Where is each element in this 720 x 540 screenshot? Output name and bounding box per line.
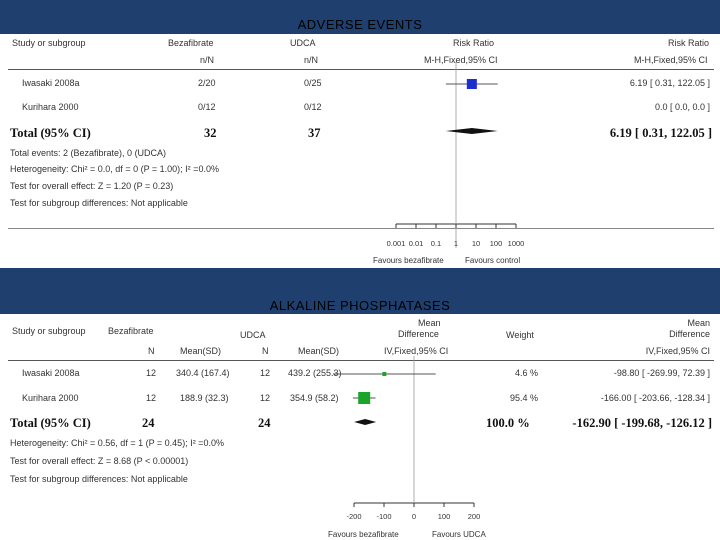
ae-row-study: Iwasaki 2008a xyxy=(22,78,80,88)
ae-header-group2: UDCA xyxy=(290,38,316,48)
alp-axis-tick-label: -200 xyxy=(346,512,361,521)
ae-header-method: M-H,Fixed,95% CI xyxy=(424,55,498,65)
ae-axis-tick-label: 0.001 xyxy=(387,239,406,248)
ae-header-effect: Risk Ratio xyxy=(453,38,495,48)
alp-row-m2: 354.9 (58.2) xyxy=(290,393,339,403)
alp-row-study: Iwasaki 2008a xyxy=(22,368,80,378)
ae-row-g2: 0/12 xyxy=(304,102,322,112)
ae-axis-tick-label: 0.1 xyxy=(431,239,441,248)
alp-note: Test for overall effect: Z = 8.68 (P < 0… xyxy=(10,456,189,466)
alp-header-mean2: Mean(SD) xyxy=(298,346,340,356)
ae-header-effect-right: Risk Ratio xyxy=(668,38,710,48)
alp-row-ci: -98.80 [ -269.99, 72.39 ] xyxy=(613,368,710,378)
alp-header-rule xyxy=(8,360,714,361)
alp-axis-tick-label: 200 xyxy=(468,512,481,521)
ae-row-ci: 6.19 [ 0.31, 122.05 ] xyxy=(629,78,710,88)
alp-header-mdr2: Difference xyxy=(669,329,710,339)
alp-header-weight: Weight xyxy=(506,330,534,340)
alp-favours-left: Favours bezafibrate xyxy=(328,530,399,539)
adverse-events-panel xyxy=(0,34,720,268)
alp-total-ci: -162.90 [ -199.68, -126.12 ] xyxy=(572,416,712,430)
alp-header-study: Study or subgroup xyxy=(12,326,86,336)
alp-total-label: Total (95% CI) xyxy=(10,416,91,430)
alp-axis-tick-label: 100 xyxy=(438,512,451,521)
alp-total-n1: 24 xyxy=(142,416,155,430)
ae-header-g2-sub: n/N xyxy=(304,55,319,65)
alp-row-study: Kurihara 2000 xyxy=(22,393,79,403)
ae-row-g2: 0/25 xyxy=(304,78,322,88)
alp-row-ci: -166.00 [ -203.66, -128.34 ] xyxy=(600,393,710,403)
alp-row-m1: 188.9 (32.3) xyxy=(180,393,229,403)
alp-header-md2: Difference xyxy=(398,329,439,339)
ae-header-group1: Bezafibrate xyxy=(168,38,214,48)
alp-total-diamond xyxy=(354,419,377,425)
alp-axis-tick-label: 0 xyxy=(412,512,416,521)
alp-header-md1: Mean xyxy=(418,318,441,328)
alp-row-weight: 95.4 % xyxy=(509,393,538,403)
ae-total-ci: 6.19 [ 0.31, 122.05 ] xyxy=(609,126,712,140)
alp-row-n2: 12 xyxy=(260,393,271,403)
ae-axis-tick-label: 1000 xyxy=(508,239,525,248)
ae-note: Heterogeneity: Chi² = 0.0, df = 0 (P = 1… xyxy=(10,164,219,174)
alp-header-md3: IV,Fixed,95% CI xyxy=(384,346,449,356)
bottom-banner xyxy=(0,268,720,318)
alp-row-m1: 340.4 (167.4) xyxy=(176,368,230,378)
ae-row-g1: 2/20 xyxy=(198,78,216,88)
ae-row-ci: 0.0 [ 0.0, 0.0 ] xyxy=(654,102,710,112)
alp-header-n1: N xyxy=(148,346,155,356)
alp-header-group1: Bezafibrate xyxy=(108,326,154,336)
alp-favours-right: Favours UDCA xyxy=(432,530,486,539)
adverse-events-title: ADVERSE EVENTS xyxy=(297,17,423,32)
ae-total-label: Total (95% CI) xyxy=(10,126,91,140)
ae-note: Total events: 2 (Bezafibrate), 0 (UDCA) xyxy=(10,148,167,158)
alp-header-mdr1: Mean xyxy=(687,318,710,328)
ae-total-g2: 37 xyxy=(308,126,321,140)
ae-note: Test for overall effect: Z = 1.20 (P = 0… xyxy=(10,181,174,191)
ae-total-g1: 32 xyxy=(204,126,217,140)
ae-header-g1-sub: n/N xyxy=(200,55,215,65)
ae-header-method-right: M-H,Fixed,95% CI xyxy=(634,55,708,65)
ae-note: Test for subgroup differences: Not appli… xyxy=(10,198,188,208)
ae-axis-tick-label: 1 xyxy=(454,239,458,248)
ae-axis-tick-label: 10 xyxy=(472,239,480,248)
ae-favours-right: Favours control xyxy=(465,256,521,265)
ae-axis-tick-label: 0.01 xyxy=(409,239,424,248)
alp-row-n1: 12 xyxy=(146,368,157,378)
alp-row-n2: 12 xyxy=(260,368,271,378)
alp-study-box xyxy=(358,392,371,404)
alkaline-panel xyxy=(0,314,720,540)
ae-row-g1: 0/12 xyxy=(198,102,216,112)
ae-study-box xyxy=(466,79,477,89)
alp-note: Test for subgroup differences: Not appli… xyxy=(10,474,188,484)
alp-total-n2: 24 xyxy=(258,416,271,430)
ae-row-study: Kurihara 2000 xyxy=(22,102,79,112)
alp-header-mdr3: IV,Fixed,95% CI xyxy=(645,346,710,356)
alp-row-n1: 12 xyxy=(146,393,157,403)
ae-header-rule xyxy=(8,69,714,70)
ae-total-diamond xyxy=(445,128,498,134)
ae-axis-tick-label: 100 xyxy=(490,239,503,248)
ae-favours-left: Favours bezafibrate xyxy=(373,256,444,265)
alp-header-mean1: Mean(SD) xyxy=(180,346,222,356)
alp-axis-tick-label: -100 xyxy=(376,512,391,521)
alp-row-weight: 4.6 % xyxy=(514,368,538,378)
alp-header-n2: N xyxy=(262,346,269,356)
alkaline-title: ALKALINE PHOSPHATASES xyxy=(269,298,451,313)
ae-footer-rule xyxy=(8,228,714,229)
ae-header-study: Study or subgroup xyxy=(12,38,86,48)
alp-note: Heterogeneity: Chi² = 0.56, df = 1 (P = … xyxy=(10,438,224,448)
alp-row-m2: 439.2 (255.3) xyxy=(288,368,342,378)
alp-study-box xyxy=(382,372,387,376)
alp-total-weight: 100.0 % xyxy=(486,416,530,430)
alp-header-group2: UDCA xyxy=(240,330,266,340)
